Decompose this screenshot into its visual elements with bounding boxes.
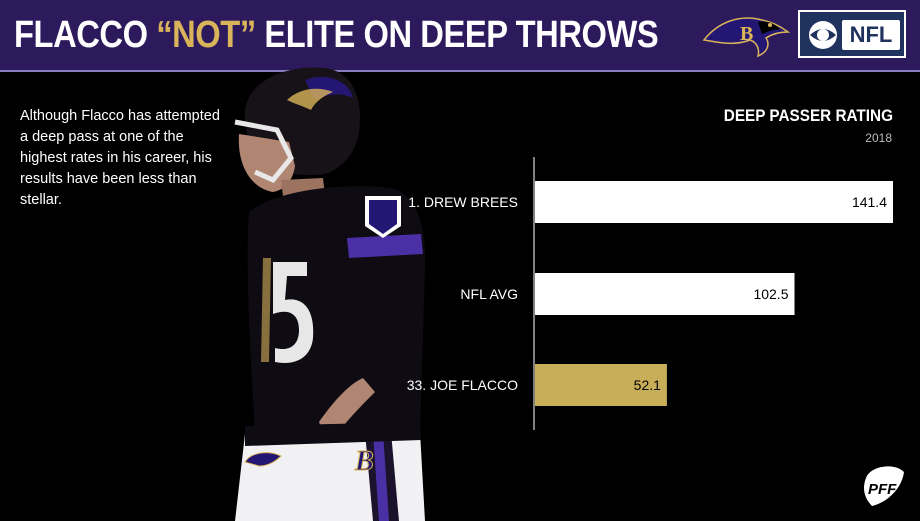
value-label-1: 102.5 bbox=[753, 286, 788, 302]
category-label-1: NFL AVG bbox=[460, 286, 518, 302]
bar-2 bbox=[535, 364, 667, 406]
svg-text:PFF: PFF bbox=[868, 481, 897, 498]
title-part-1: FLACCO bbox=[14, 14, 157, 56]
bar-0 bbox=[535, 181, 893, 223]
title-part-2: “NOT” bbox=[156, 14, 256, 56]
category-label-0: 1. DREW BREES bbox=[408, 194, 518, 210]
svg-text:B: B bbox=[354, 446, 374, 477]
cbs-eye-icon bbox=[809, 21, 837, 49]
cbs-nfl-badge: NFL bbox=[798, 10, 906, 58]
nfl-label: NFL bbox=[842, 20, 900, 50]
chart-subtitle: 2018 bbox=[865, 131, 892, 145]
value-label-2: 52.1 bbox=[634, 377, 661, 393]
category-label-2: 33. JOE FLACCO bbox=[407, 377, 518, 393]
pff-logo-icon: PFF bbox=[864, 466, 904, 506]
player-image: B bbox=[234, 67, 426, 521]
ravens-logo-icon: B bbox=[702, 17, 791, 58]
value-label-0: 141.4 bbox=[852, 194, 887, 210]
page-title: FLACCO “NOT” ELITE ON DEEP THROWS bbox=[14, 13, 659, 57]
title-part-3: ELITE ON DEEP THROWS bbox=[255, 14, 659, 56]
svg-text:B: B bbox=[740, 23, 753, 45]
header-bar: FLACCO “NOT” ELITE ON DEEP THROWS B NFL bbox=[0, 0, 920, 72]
description-text: Although Flacco has attempted a deep pas… bbox=[20, 108, 220, 208]
chart-title: DEEP PASSER RATING bbox=[723, 106, 893, 125]
bar-1 bbox=[535, 273, 795, 315]
